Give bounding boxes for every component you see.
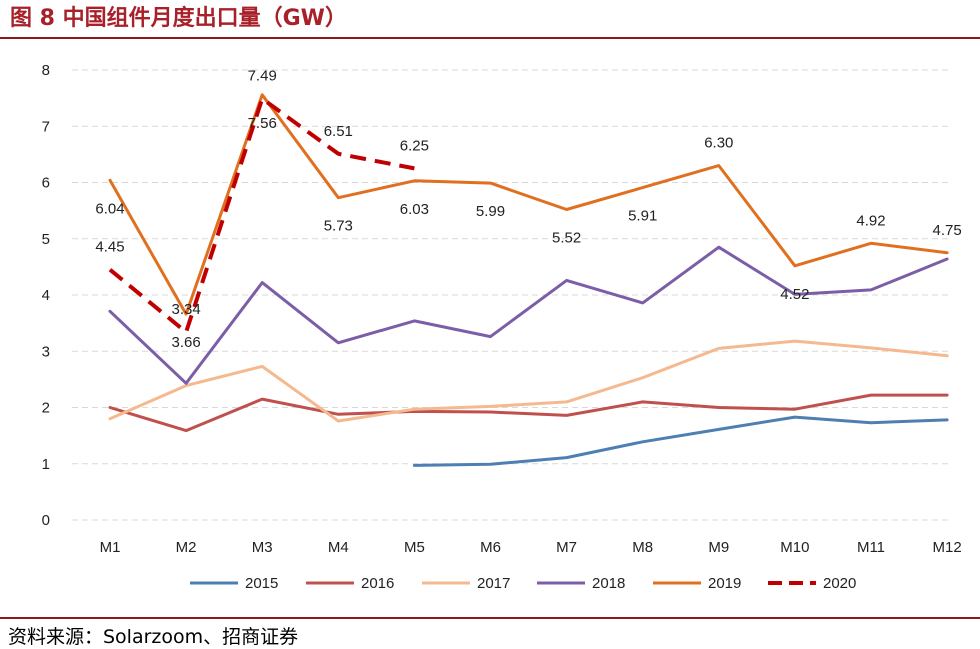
chart-title: 图 8 中国组件月度出口量（GW） <box>10 6 347 31</box>
series-line-2017 <box>108 339 949 423</box>
x-tick-label: M12 <box>933 539 962 556</box>
legend-label-2016: 2016 <box>361 575 394 592</box>
y-tick-label: 5 <box>42 231 50 248</box>
data-label-2020: 7.49 <box>248 68 277 85</box>
y-tick-label: 3 <box>42 343 50 360</box>
series-lines <box>108 93 949 467</box>
x-tick-label: M5 <box>404 539 425 556</box>
y-tick-label: 6 <box>42 175 50 192</box>
y-tick-label: 8 <box>42 62 50 79</box>
x-axis-ticks: M1 M2 M3 M4 M5 M6 M7 M8 M9 M10 M11 M12 <box>100 539 962 556</box>
source-note: 资料来源：Solarzoom、招商证券 <box>8 626 299 648</box>
legend-label-2018: 2018 <box>592 575 625 592</box>
data-label-2020: 4.45 <box>95 239 124 256</box>
data-label-2019: 5.99 <box>476 203 505 220</box>
data-label-2019: 4.52 <box>780 286 809 303</box>
legend-label-2019: 2019 <box>708 575 741 592</box>
x-tick-label: M6 <box>480 539 501 556</box>
data-label-2020: 3.34 <box>171 301 200 318</box>
series-line-2020 <box>108 96 415 335</box>
x-tick-label: M4 <box>328 539 349 556</box>
data-label-2019: 4.92 <box>856 212 885 229</box>
y-tick-label: 2 <box>42 400 50 417</box>
x-tick-label: M1 <box>100 539 121 556</box>
series-line-2016 <box>108 393 949 433</box>
y-tick-label: 4 <box>42 287 50 304</box>
y-axis-ticks: 0 1 2 3 4 5 6 7 8 <box>42 62 50 529</box>
x-tick-label: M9 <box>708 539 729 556</box>
legend-label-2020: 2020 <box>823 575 856 592</box>
data-label-2019: 5.52 <box>552 230 581 247</box>
data-label-2020: 6.51 <box>324 123 353 140</box>
series-line-2019 <box>108 93 949 316</box>
gridlines <box>72 69 948 521</box>
x-tick-label: M7 <box>556 539 577 556</box>
x-tick-label: M11 <box>857 539 885 556</box>
data-label-2019: 6.30 <box>704 135 733 152</box>
data-label-2019: 7.56 <box>248 115 277 132</box>
x-tick-label: M8 <box>632 539 653 556</box>
footer-rule <box>0 617 980 619</box>
legend-label-2015: 2015 <box>245 575 278 592</box>
y-tick-label: 0 <box>42 512 50 529</box>
series-line-2015 <box>412 415 949 467</box>
data-label-2019: 5.91 <box>628 208 657 225</box>
data-label-2020: 6.25 <box>400 137 429 154</box>
data-labels: 6.04 3.66 7.56 5.73 6.03 5.99 5.52 5.91 6.30 4.52… <box>95 68 961 351</box>
legend-label-2017: 2017 <box>477 575 510 592</box>
data-label-2019: 5.73 <box>324 218 353 235</box>
x-tick-label: M2 <box>176 539 197 556</box>
series-line-2018 <box>108 245 949 385</box>
data-label-2019: 6.03 <box>400 201 429 218</box>
data-label-2019: 6.04 <box>95 200 124 217</box>
y-tick-label: 7 <box>42 118 50 135</box>
data-label-2019: 3.66 <box>171 334 200 351</box>
x-tick-label: M3 <box>252 539 273 556</box>
title-rule <box>0 37 980 39</box>
data-label-2019: 4.75 <box>932 222 961 239</box>
line-chart: 0 1 2 3 4 5 6 7 8 M1 M2 M3 M4 M5 M6 M7 M8 M9 M10 M11 M12 6.… <box>42 62 962 592</box>
legend: 2015 2016 2017 2018 2019 2020 <box>190 575 856 592</box>
x-tick-label: M10 <box>780 539 809 556</box>
y-tick-label: 1 <box>42 456 50 473</box>
